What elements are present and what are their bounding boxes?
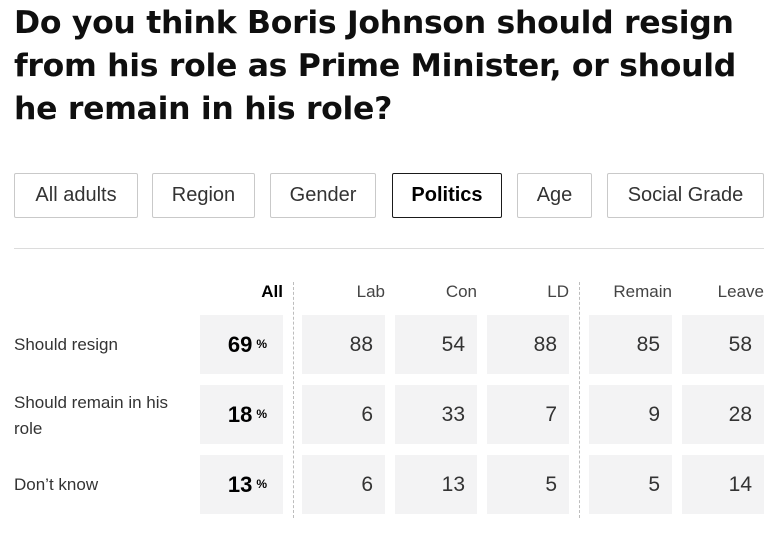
column-header-con: Con	[445, 282, 477, 301]
cell-value: 5	[589, 455, 672, 514]
cell-value: 13	[395, 455, 477, 514]
group-separator	[293, 282, 294, 518]
tab-all-adults[interactable]: All adults	[14, 173, 138, 218]
cell-all: 69%	[200, 315, 283, 374]
column-header-all: All	[261, 282, 283, 301]
cell-value: 9	[589, 385, 672, 444]
cell-all-value: 13	[227, 471, 253, 497]
cell-value: 6	[302, 385, 385, 444]
group-separator	[579, 282, 580, 518]
tab-age[interactable]: Age	[517, 173, 592, 218]
cell-value: 28	[682, 385, 764, 444]
cell-value: 5	[487, 455, 569, 514]
column-header-remain: Remain	[613, 282, 672, 301]
percent-sign: %	[256, 406, 267, 421]
cell-value: 58	[682, 315, 764, 374]
question-title: Do you think Boris Johnson should resign…	[14, 5, 736, 127]
tab-politics[interactable]: Politics	[392, 173, 502, 218]
cell-all: 13%	[200, 455, 283, 514]
cell-value: 88	[302, 315, 385, 374]
cell-value: 33	[395, 385, 477, 444]
cell-value: 6	[302, 455, 385, 514]
cell-value: 14	[682, 455, 764, 514]
column-header-ld: LD	[547, 282, 569, 301]
column-header-leave: Leave	[717, 282, 764, 301]
row-label-dont-know: Don’t know	[14, 474, 99, 494]
cell-value: 85	[589, 315, 672, 374]
row-label-should-resign: Should resign	[14, 334, 118, 354]
section-divider	[14, 248, 764, 249]
tab-gender[interactable]: Gender	[270, 173, 376, 218]
tab-region[interactable]: Region	[152, 173, 255, 218]
cell-all-value: 69	[227, 331, 253, 357]
cell-value: 88	[487, 315, 569, 374]
cell-value: 7	[487, 385, 569, 444]
column-header-lab: Lab	[356, 282, 385, 301]
tab-social-grade[interactable]: Social Grade	[607, 173, 764, 218]
percent-sign: %	[256, 336, 267, 351]
cell-value: 54	[395, 315, 477, 374]
row-label-should-remain: Should remain in his role	[14, 392, 169, 438]
percent-sign: %	[256, 476, 267, 491]
cell-all: 18%	[200, 385, 283, 444]
cell-all-value: 18	[227, 401, 253, 427]
